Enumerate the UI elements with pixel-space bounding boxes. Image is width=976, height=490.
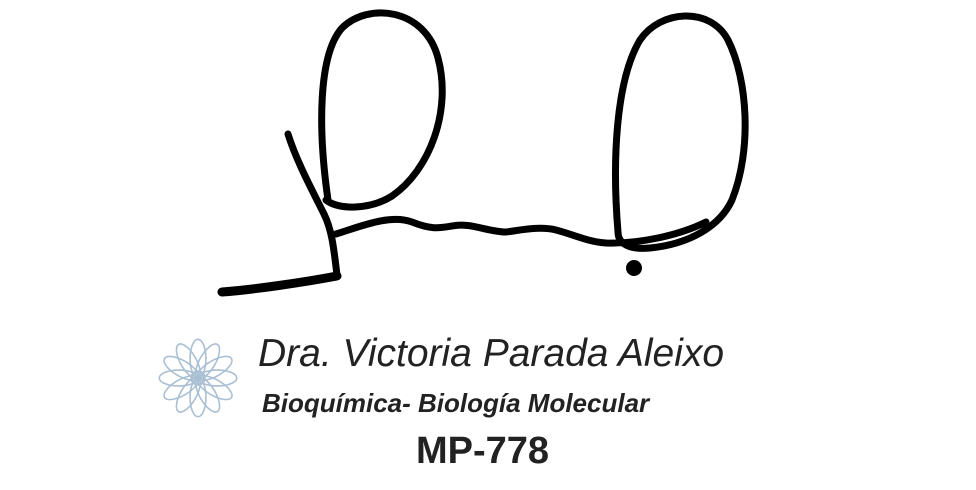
handwritten-signature <box>217 9 749 297</box>
doctor-name: Dra. Victoria Parada Aleixo <box>258 332 725 375</box>
mandala-flower-icon <box>158 338 238 418</box>
doctor-specialty: Bioquímica- Biología Molecular <box>262 388 650 418</box>
license-number: MP-778 <box>416 430 550 472</box>
